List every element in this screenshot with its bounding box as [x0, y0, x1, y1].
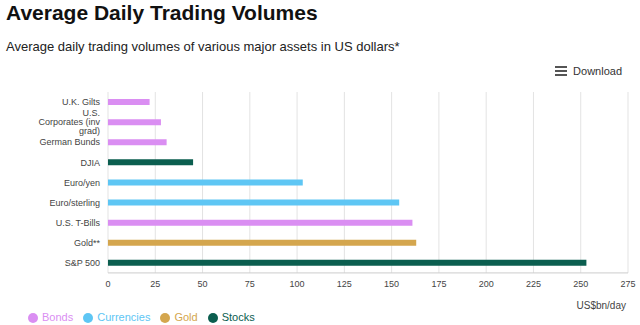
- svg-text:U.S.Corporates (invgrad): U.S.Corporates (invgrad): [38, 108, 100, 136]
- svg-text:75: 75: [245, 279, 255, 289]
- html-text:Bonds: Bonds: [42, 310, 74, 323]
- svg-text:50: 50: [198, 279, 208, 289]
- svg-text:125: 125: [337, 279, 352, 289]
- svg-text:Euro/sterling: Euro/sterling: [49, 198, 100, 208]
- svg-text:25: 25: [150, 279, 160, 289]
- html-text:Currencies: Currencies: [97, 310, 151, 323]
- svg-text:225: 225: [526, 279, 541, 289]
- svg-text:250: 250: [573, 279, 588, 289]
- svg-text:German Bunds: German Bunds: [39, 137, 100, 147]
- svg-text:275: 275: [620, 279, 632, 289]
- svg-text:200: 200: [479, 279, 494, 289]
- html-text:Average Daily Trading Volumes: Average Daily Trading Volumes: [6, 1, 318, 24]
- svg-text:150: 150: [384, 279, 399, 289]
- svg-text:175: 175: [431, 279, 446, 289]
- svg-text:US$bn/day: US$bn/day: [577, 300, 626, 311]
- html-text:Download: Download: [573, 65, 622, 77]
- html-text:Average daily trading volumes: Average daily trading volumes of various…: [6, 39, 400, 54]
- html-text:Gold: Gold: [174, 310, 198, 323]
- svg-text:100: 100: [290, 279, 305, 289]
- svg-text:Gold**: Gold**: [74, 238, 101, 248]
- svg-text:S&P 500: S&P 500: [65, 258, 100, 268]
- svg-text:U.S. T-Bills: U.S. T-Bills: [56, 218, 101, 228]
- svg-text:U.K. Gilts: U.K. Gilts: [62, 97, 101, 107]
- svg-text:DJIA: DJIA: [80, 158, 100, 168]
- svg-text:0: 0: [105, 279, 110, 289]
- html-text:Stocks: Stocks: [221, 310, 255, 323]
- svg-text:Euro/yen: Euro/yen: [64, 178, 100, 188]
